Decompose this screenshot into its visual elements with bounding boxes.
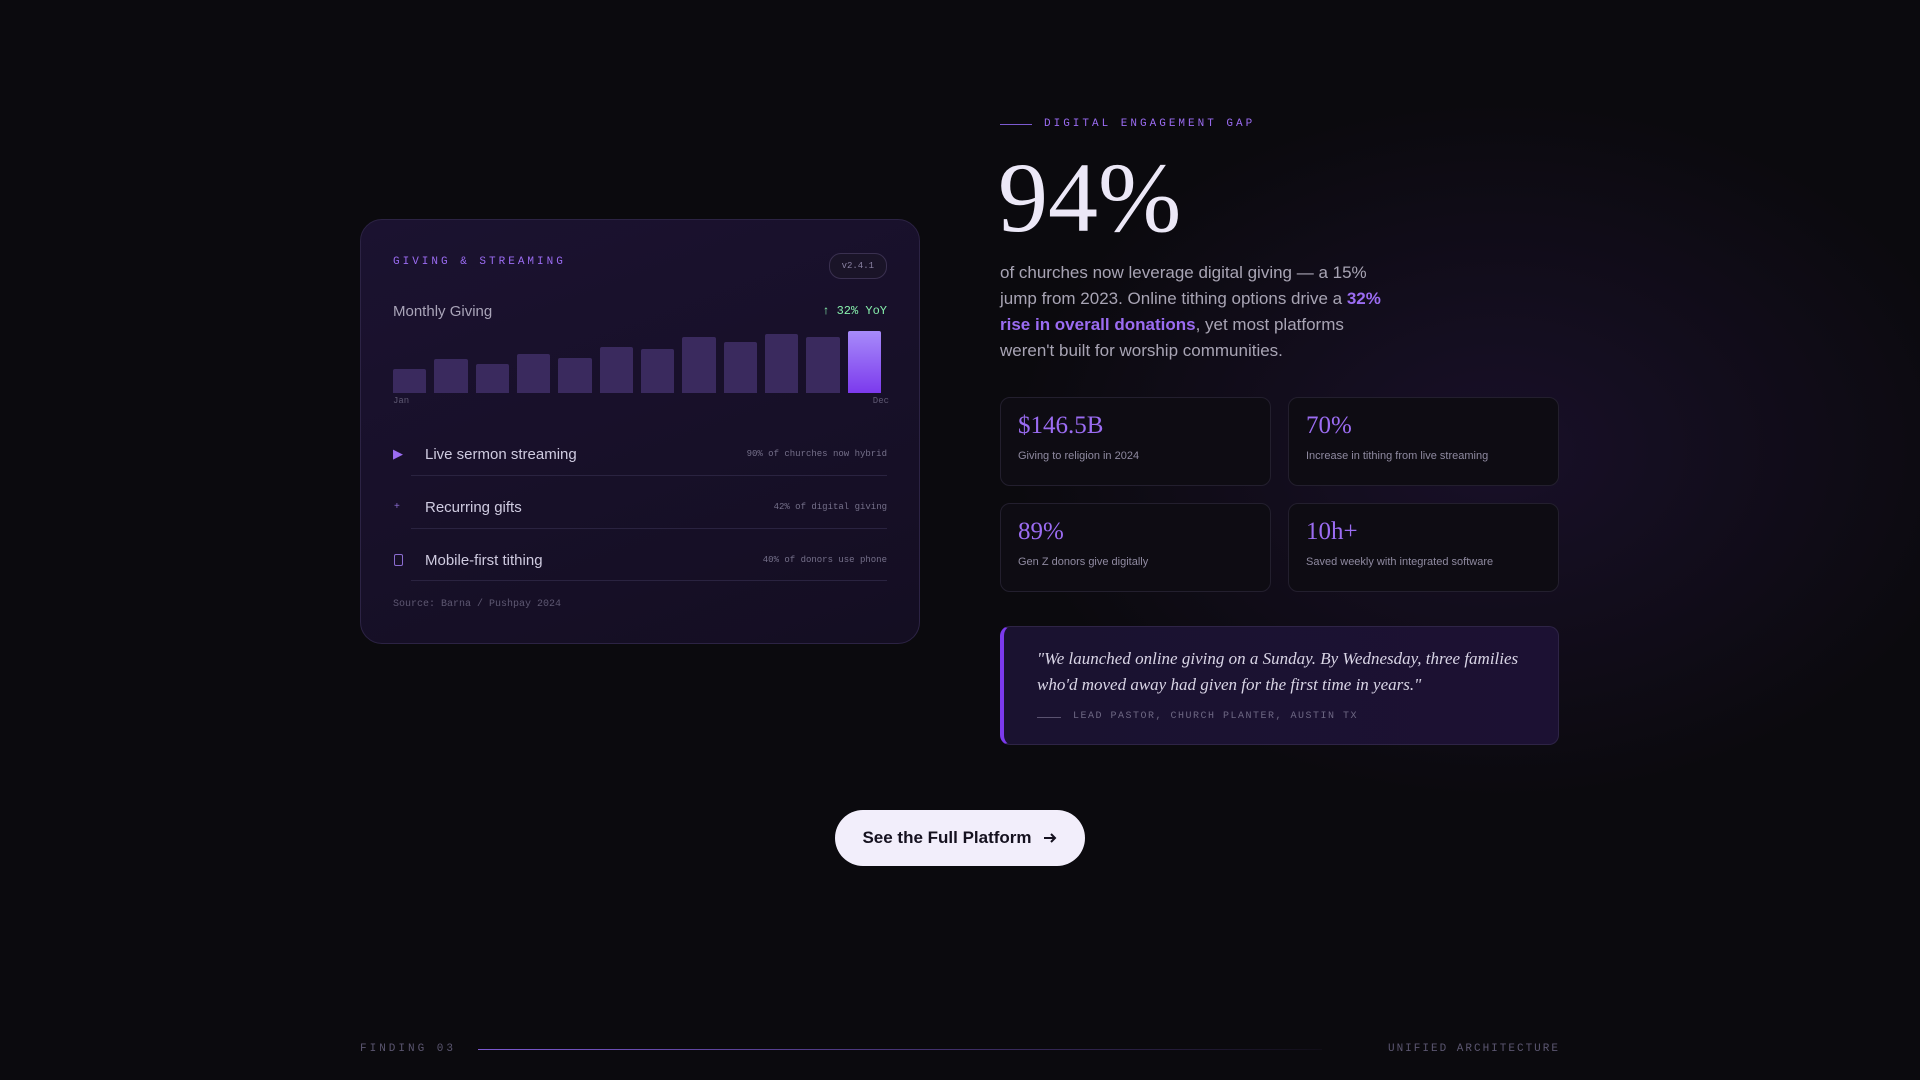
- stat-card: 89% Gen Z donors give digitally: [1000, 503, 1271, 592]
- x-tick-label: Dec: [872, 396, 889, 406]
- footer-right: UNIFIED ARCHITECTURE: [1387, 1043, 1560, 1055]
- giving-card: GIVING & STREAMING v2.4.1 Monthly Giving…: [360, 219, 920, 644]
- quote-text: "We launched online giving on a Sunday. …: [1037, 649, 1519, 694]
- bar: [475, 363, 509, 393]
- feature-label: Recurring gifts: [425, 499, 522, 516]
- plus-icon: +: [394, 501, 400, 512]
- chart-annotation: ↑ 32% YoY: [822, 304, 887, 318]
- card-title: GIVING & STREAMING: [393, 256, 566, 268]
- feature-note: 40% of donors use phone: [762, 555, 887, 565]
- stat-label: Gen Z donors give digitally: [1018, 556, 1149, 568]
- footer-left: FINDING 03: [360, 1043, 457, 1055]
- eyebrow-rule: [1000, 124, 1032, 125]
- stat-value: 10h+: [1306, 518, 1358, 545]
- quote-attribution: LEAD PASTOR, CHURCH PLANTER, AUSTIN TX: [1073, 711, 1359, 722]
- chart-title: Monthly Giving: [393, 303, 493, 320]
- bar: [806, 336, 840, 393]
- cta-button[interactable]: See the Full Platform: [835, 810, 1085, 866]
- feature-label: Live sermon streaming: [425, 446, 577, 463]
- divider: [411, 475, 887, 476]
- stat-label: Increase in tithing from live streaming: [1306, 450, 1489, 462]
- source-note: Source: Barna / Pushpay 2024: [393, 599, 562, 610]
- version-badge: v2.4.1: [828, 253, 887, 279]
- quote-card: "We launched online giving on a Sunday. …: [1000, 626, 1559, 745]
- bar: [393, 368, 427, 393]
- divider: [411, 528, 887, 529]
- stat-value: 89%: [1018, 518, 1064, 545]
- bar: [517, 353, 551, 393]
- bar: [641, 349, 675, 393]
- paragraph-text: , yet most platforms weren't built for w…: [1000, 315, 1344, 360]
- footer-rule: [478, 1049, 1322, 1050]
- bar-chart: Jan Dec: [393, 330, 889, 406]
- feature-note: 42% of digital giving: [773, 502, 887, 512]
- stat-label: Giving to religion in 2024: [1018, 450, 1140, 462]
- divider: [411, 580, 887, 581]
- x-tick-label: Jan: [393, 396, 410, 406]
- attribution-rule: [1037, 717, 1061, 718]
- bar: [765, 334, 799, 393]
- feature-note: 90% of churches now hybrid: [746, 449, 887, 459]
- button-label: See the Full Platform: [862, 828, 1032, 847]
- bar: [599, 346, 633, 393]
- highlight: 32% rise in overall donations: [1000, 289, 1381, 334]
- play-icon: ▶: [393, 446, 403, 461]
- bar: [434, 358, 468, 393]
- bar: [723, 341, 757, 393]
- bar: [558, 357, 592, 393]
- stat-card: $146.5B Giving to religion in 2024: [1000, 397, 1271, 486]
- arrow-icon: [1043, 833, 1056, 843]
- bar: [682, 336, 716, 393]
- bar: [847, 330, 881, 393]
- stat-value: 70%: [1306, 412, 1352, 439]
- stat-card: 70% Increase in tithing from live stream…: [1288, 397, 1559, 486]
- feature-label: Mobile-first tithing: [425, 552, 543, 569]
- eyebrow: DIGITAL ENGAGEMENT GAP: [1044, 118, 1256, 130]
- phone-icon: [394, 554, 403, 566]
- stat-label: Saved weekly with integrated software: [1306, 556, 1494, 568]
- stat-card: 10h+ Saved weekly with integrated softwa…: [1288, 503, 1559, 592]
- paragraph: of churches now leverage digital giving …: [1000, 260, 1390, 364]
- stat-value: $146.5B: [1018, 412, 1104, 439]
- paragraph-text: of churches now leverage digital giving …: [1000, 263, 1367, 308]
- headline: 94%: [998, 142, 1182, 253]
